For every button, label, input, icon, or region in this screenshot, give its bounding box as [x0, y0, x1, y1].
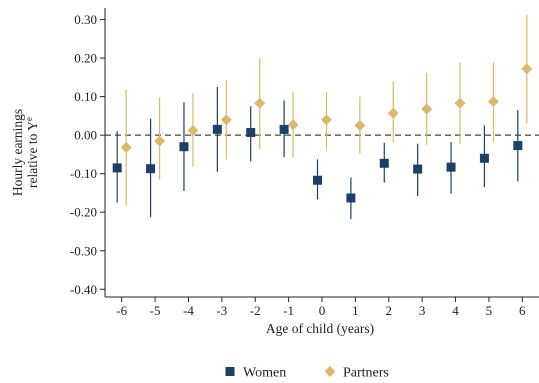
legend-partners-symbol [324, 366, 336, 377]
partners-point [220, 114, 232, 126]
x-tick-label: 6 [519, 303, 526, 318]
women-point [112, 163, 122, 173]
y-axis-label-line2-text: relative to Y [25, 121, 40, 188]
legend-women-label: Women [243, 366, 286, 381]
confidence-intervals [116, 14, 528, 220]
partners-point [187, 125, 199, 137]
y-axis-label-line2: relative to Ye [24, 117, 40, 188]
partners-point [454, 97, 466, 109]
x-tick-label: -5 [150, 303, 161, 318]
x-tick-label: -4 [183, 303, 194, 318]
y-tick-label: 0.20 [74, 51, 97, 66]
y-axis-label-line1: Hourly earnings [10, 109, 25, 196]
women-point [179, 142, 189, 152]
x-tick-label: -2 [250, 303, 261, 318]
y-tick-label: -0.20 [70, 205, 97, 220]
x-axis: -6 -5 -4 -3 -2 -1 0 1 2 3 4 5 6 [105, 296, 539, 318]
partners-point [487, 96, 499, 108]
x-axis-label: Age of child (years) [266, 321, 374, 336]
y-tick-label: 0.00 [74, 128, 97, 143]
y-tick-label: 0.30 [74, 12, 97, 27]
legend-women-symbol [225, 367, 235, 376]
partners-point [154, 135, 166, 147]
x-tick-label: 2 [386, 303, 393, 318]
x-tick-label: -6 [116, 303, 127, 318]
partners-point [421, 103, 433, 115]
women-point [246, 127, 256, 137]
y-axis: 0.30 0.20 0.10 0.00 -0.10 -0.20 -0.30 -0.40 [70, 8, 106, 297]
x-tick-label: 5 [486, 303, 493, 318]
legend: Women Partners [225, 366, 389, 381]
legend-partners-label: Partners [343, 366, 389, 381]
partners-point [120, 141, 132, 153]
x-tick-label: -3 [216, 303, 227, 318]
y-tick-label: -0.30 [70, 243, 97, 258]
partners-point [354, 120, 366, 132]
women-point [446, 162, 456, 172]
y-tick-label: 0.10 [74, 89, 97, 104]
partners-point [287, 119, 299, 131]
women-point [346, 193, 356, 203]
y-tick-label: -0.40 [70, 282, 97, 297]
y-tick-label: -0.10 [70, 166, 97, 181]
women-point [279, 124, 289, 134]
partners-point [321, 114, 332, 126]
women-point [413, 164, 423, 174]
women-point [479, 153, 489, 163]
x-tick-label: 0 [319, 303, 326, 318]
women-point [379, 158, 389, 168]
y-axis-label-superscript: e [24, 117, 34, 121]
partners-point [254, 97, 266, 109]
partners-point [521, 63, 533, 75]
women-point [146, 164, 156, 174]
x-tick-label: 3 [419, 303, 426, 318]
x-tick-label: 1 [352, 303, 359, 318]
x-tick-label: 4 [452, 303, 459, 318]
women-point [212, 124, 222, 134]
partners-point [387, 107, 399, 119]
data-markers [112, 63, 533, 203]
women-point [313, 175, 322, 185]
women-point [513, 141, 523, 151]
x-tick-label: -1 [283, 303, 294, 318]
y-axis-label: Hourly earnings relative to Ye [10, 109, 40, 196]
